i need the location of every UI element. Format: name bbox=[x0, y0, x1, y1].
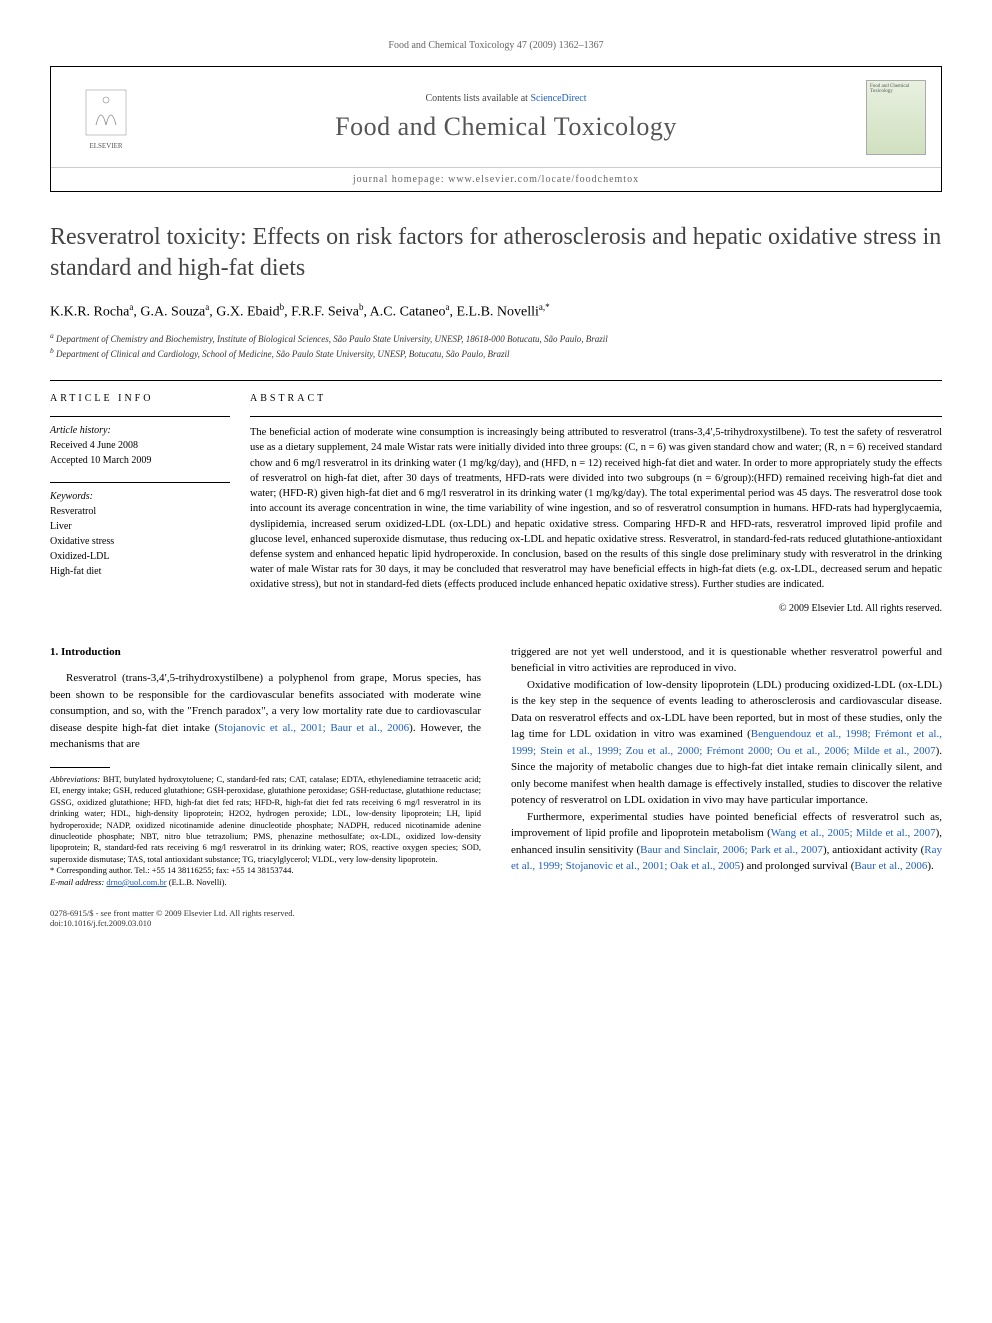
received-line: Received 4 June 2008 bbox=[50, 438, 230, 453]
affiliation-line: a Department of Chemistry and Biochemist… bbox=[50, 331, 942, 346]
abbreviations-footnote: Abbreviations: BHT, butylated hydroxytol… bbox=[50, 774, 481, 866]
affiliations: a Department of Chemistry and Biochemist… bbox=[50, 331, 942, 360]
running-head: Food and Chemical Toxicology 47 (2009) 1… bbox=[50, 40, 942, 51]
keyword-item: Resveratrol bbox=[50, 504, 230, 519]
body-paragraph: Resveratrol (trans-3,4′,5-trihydroxystil… bbox=[50, 670, 481, 753]
footer: 0278-6915/$ - see front matter © 2009 El… bbox=[50, 908, 942, 928]
journal-name: Food and Chemical Toxicology bbox=[146, 112, 866, 142]
section-heading-introduction: 1. Introduction bbox=[50, 644, 481, 661]
keyword-item: High-fat diet bbox=[50, 564, 230, 579]
keyword-item: Liver bbox=[50, 519, 230, 534]
left-column: 1. Introduction Resveratrol (trans-3,4′,… bbox=[50, 644, 481, 889]
abstract-copyright: © 2009 Elsevier Ltd. All rights reserved… bbox=[250, 603, 942, 614]
keywords-label: Keywords: bbox=[50, 491, 230, 502]
abstract-heading: ABSTRACT bbox=[250, 393, 942, 404]
article-info-heading: ARTICLE INFO bbox=[50, 393, 230, 404]
email-footnote: E-mail address: drno@uol.com.br (E.L.B. … bbox=[50, 877, 481, 888]
abstract-body: The beneficial action of moderate wine c… bbox=[250, 416, 942, 592]
footnotes: Abbreviations: BHT, butylated hydroxytol… bbox=[50, 774, 481, 889]
footnote-separator bbox=[50, 767, 110, 768]
body-paragraph: Furthermore, experimental studies have p… bbox=[511, 809, 942, 875]
elsevier-logo-label: ELSEVIER bbox=[89, 142, 122, 150]
right-column: triggered are not yet well understood, a… bbox=[511, 644, 942, 889]
article-title: Resveratrol toxicity: Effects on risk fa… bbox=[50, 222, 942, 284]
keyword-item: Oxidative stress bbox=[50, 534, 230, 549]
sciencedirect-link[interactable]: ScienceDirect bbox=[530, 93, 586, 104]
journal-homepage-url: www.elsevier.com/locate/foodchemtox bbox=[448, 174, 639, 185]
journal-homepage-line: journal homepage: www.elsevier.com/locat… bbox=[51, 167, 941, 191]
body-columns: 1. Introduction Resveratrol (trans-3,4′,… bbox=[50, 644, 942, 889]
abstract-column: ABSTRACT The beneficial action of modera… bbox=[250, 393, 942, 613]
elsevier-logo: ELSEVIER bbox=[66, 77, 146, 157]
masthead: ELSEVIER Contents lists available at Sci… bbox=[50, 66, 942, 192]
footer-front-matter: 0278-6915/$ - see front matter © 2009 El… bbox=[50, 908, 942, 918]
journal-cover-thumbnail: Food and Chemical Toxicology bbox=[866, 80, 926, 155]
corresponding-author-footnote: * Corresponding author. Tel.: +55 14 381… bbox=[50, 865, 481, 876]
keywords-block: Keywords: ResveratrolLiverOxidative stre… bbox=[50, 482, 230, 579]
contents-available-line: Contents lists available at ScienceDirec… bbox=[146, 93, 866, 104]
article-history-label: Article history: bbox=[50, 425, 230, 436]
keyword-item: Oxidized-LDL bbox=[50, 549, 230, 564]
footer-doi: doi:10.1016/j.fct.2009.03.010 bbox=[50, 918, 942, 928]
authors-line: K.K.R. Rochaa, G.A. Souzaa, G.X. Ebaidb,… bbox=[50, 302, 942, 321]
body-paragraph: Oxidative modification of low-density li… bbox=[511, 677, 942, 809]
affiliation-line: b Department of Clinical and Cardiology,… bbox=[50, 346, 942, 361]
corresponding-email-link[interactable]: drno@uol.com.br bbox=[106, 877, 166, 887]
article-history-block: Article history: Received 4 June 2008 Ac… bbox=[50, 416, 230, 468]
body-paragraph: triggered are not yet well understood, a… bbox=[511, 644, 942, 677]
article-info-column: ARTICLE INFO Article history: Received 4… bbox=[50, 393, 250, 613]
accepted-line: Accepted 10 March 2009 bbox=[50, 453, 230, 468]
